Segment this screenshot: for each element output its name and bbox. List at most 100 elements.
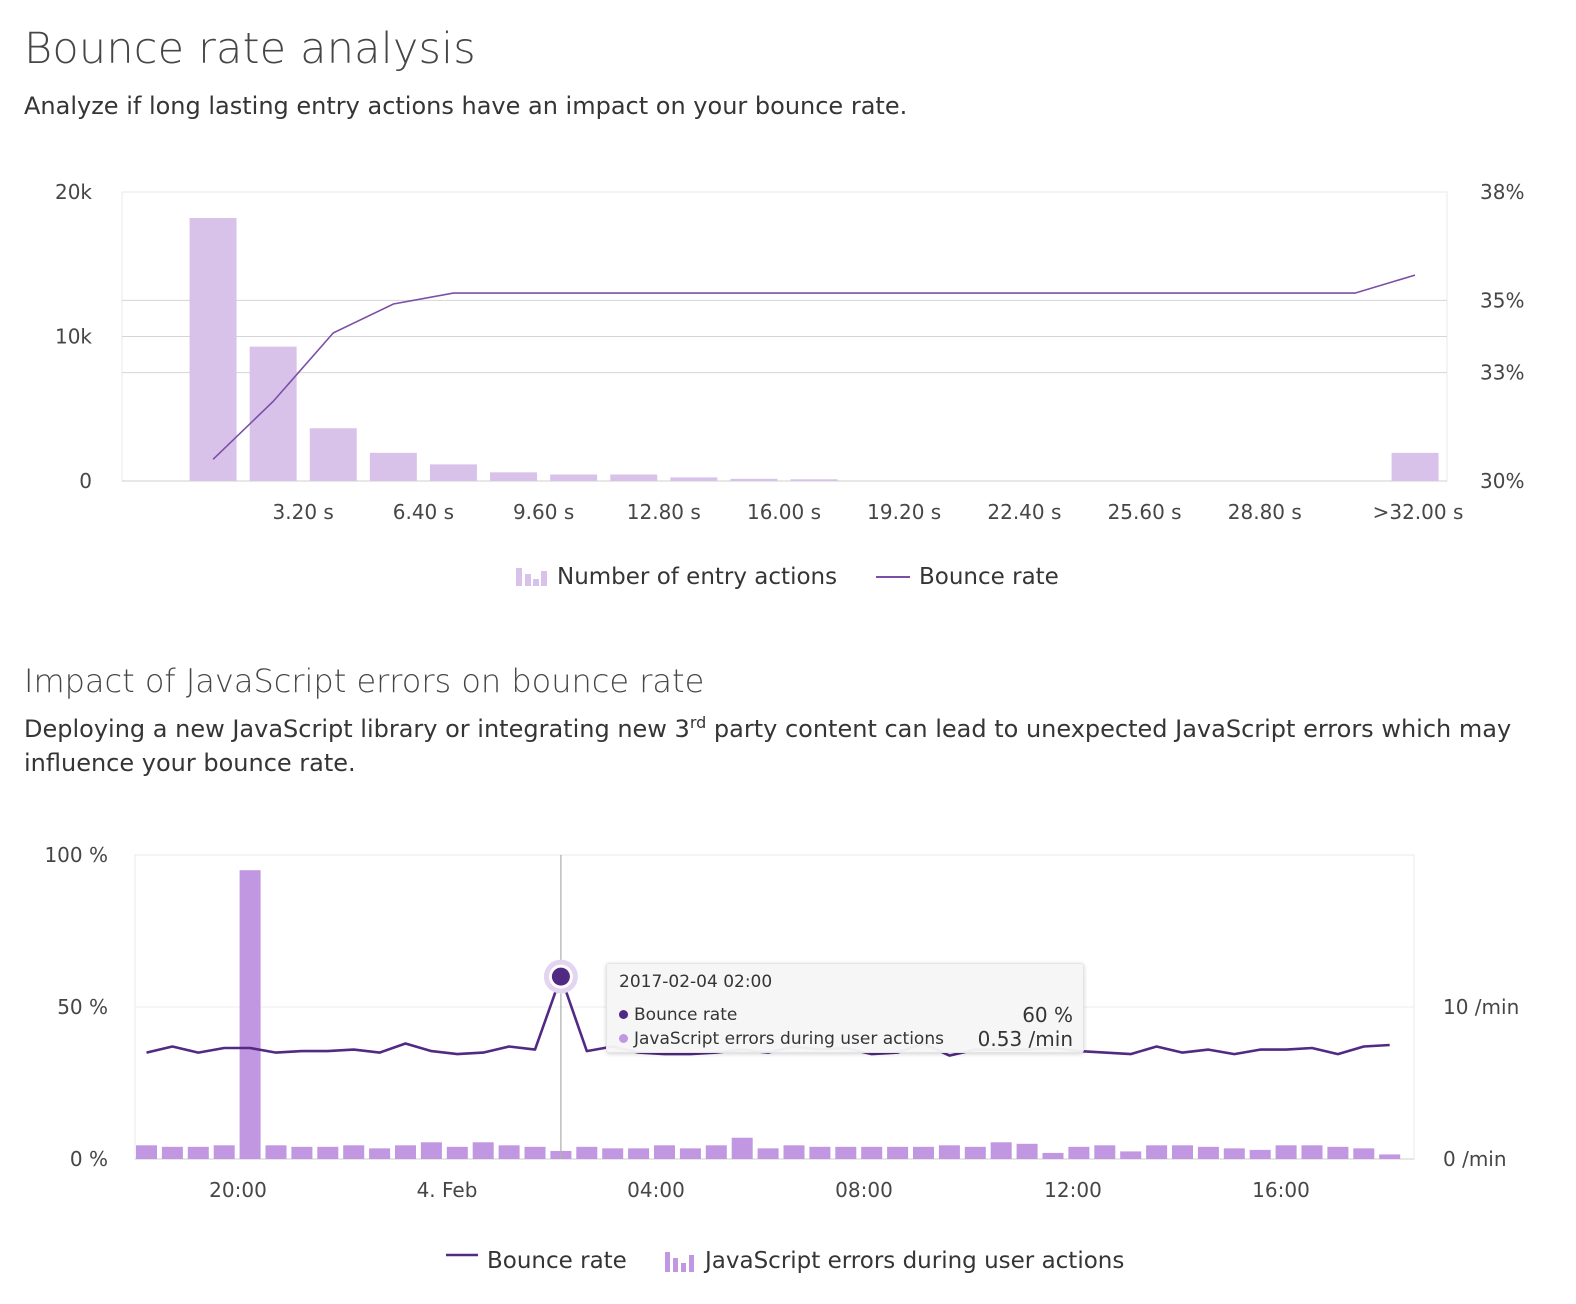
js-errors-bar	[213, 1145, 235, 1159]
js-errors-bar	[395, 1145, 416, 1159]
legend-label: Bounce rate	[919, 564, 1059, 590]
js-errors-bar	[1327, 1146, 1349, 1159]
js-errors-bar	[964, 1146, 986, 1159]
tooltip-row1-label: Bounce rate	[634, 1005, 738, 1025]
js-errors-bar	[1249, 1149, 1271, 1159]
entry-actions-bar	[550, 474, 598, 481]
x-tick-label: >32.00 s	[1373, 500, 1464, 524]
tooltip-row1-value: 60 %	[1022, 1003, 1073, 1027]
section-subtitle-part2: party content can lead to unexpected Jav…	[24, 715, 1512, 777]
entry-actions-bar	[429, 464, 477, 481]
y-right-tick-label: 30%	[1480, 469, 1524, 493]
js-errors-bar	[1197, 1146, 1219, 1159]
bounce-rate-histogram-chart: 0 10k 20k 30% 33% 35% 38% 3.20 s 6.40 s 9.60 s 12.…	[55, 180, 1524, 590]
js-errors-bar	[938, 1145, 960, 1159]
legend-label: Number of entry actions	[557, 564, 837, 590]
js-errors-bar	[498, 1145, 520, 1159]
x-tick-label: 12.80 s	[627, 500, 701, 524]
js-errors-bar	[861, 1146, 883, 1159]
x-tick-label: 12:00	[1044, 1178, 1102, 1202]
y-left-tick-label: 0	[79, 469, 92, 493]
x-tick-label: 25.60 s	[1108, 500, 1182, 524]
js-errors-bar	[136, 1145, 157, 1159]
tooltip-time: 2017-02-04 02:00	[619, 972, 773, 992]
bar-legend-icon	[541, 571, 547, 586]
tooltip-row-errors: JavaScript errors during user actions 0.…	[619, 1027, 1073, 1051]
js-errors-bounce-rate-chart: 0 % 50 % 100 % 0 /min 10 /min 20:00 4. Feb 04:0…	[44, 843, 1519, 1274]
js-errors-bar	[1068, 1146, 1090, 1159]
page-title: Bounce rate analysis	[24, 24, 476, 74]
js-errors-bar	[524, 1146, 546, 1159]
tooltip-dot-icon	[619, 1034, 628, 1043]
js-errors-bar	[835, 1146, 857, 1159]
js-errors-bar	[317, 1146, 339, 1159]
section-title: Impact of JavaScript errors on bounce ra…	[24, 662, 705, 700]
js-errors-bar	[1120, 1151, 1142, 1159]
js-errors-bar	[1353, 1148, 1375, 1159]
y-left-tick-label: 10k	[55, 325, 92, 349]
js-errors-bar	[602, 1148, 624, 1159]
js-errors-bar	[343, 1145, 365, 1159]
tooltip-row2-value: 0.53 /min	[977, 1027, 1073, 1051]
x-tick-label: 19.20 s	[867, 500, 941, 524]
js-errors-bar	[1016, 1143, 1038, 1159]
js-errors-bar	[369, 1148, 391, 1159]
js-errors-bar	[576, 1146, 598, 1159]
y-right-tick-label: 38%	[1480, 180, 1524, 204]
tooltip-dot-icon	[619, 1010, 628, 1019]
js-errors-bar	[1094, 1145, 1116, 1159]
x-tick-label: 4. Feb	[417, 1178, 478, 1202]
y-left-tick-label: 0 %	[70, 1147, 108, 1171]
js-errors-bar	[809, 1146, 831, 1159]
entry-actions-bar	[490, 472, 538, 481]
section-subtitle: Deploying a new JavaScript library or in…	[24, 712, 1554, 780]
js-errors-bar	[420, 1142, 442, 1159]
bar-legend-icon	[681, 1263, 686, 1272]
js-errors-bar	[654, 1145, 675, 1159]
bar-legend-icon	[525, 574, 531, 586]
bar-legend-icon	[533, 579, 539, 586]
js-errors-bar	[291, 1146, 313, 1159]
y-left-tick-label: 50 %	[57, 995, 108, 1019]
y-right-tick-label: 10 /min	[1443, 995, 1519, 1019]
entry-actions-bar	[249, 346, 297, 481]
entry-actions-bar	[610, 474, 658, 481]
entry-actions-bar	[790, 479, 838, 481]
y-left-tick-label: 100 %	[44, 843, 108, 867]
js-errors-bar	[1146, 1145, 1168, 1159]
js-errors-bar	[757, 1148, 779, 1159]
js-errors-bar	[783, 1145, 805, 1159]
entry-actions-bar	[730, 478, 778, 481]
x-tick-label: 22.40 s	[987, 500, 1061, 524]
chart-legend: Number of entry actions Bounce rate	[516, 564, 1059, 590]
x-tick-label: 6.40 s	[393, 500, 454, 524]
section-subtitle-sup: rd	[689, 713, 707, 732]
legend-label: Bounce rate	[487, 1248, 627, 1274]
js-errors-bar	[265, 1145, 287, 1159]
js-errors-bar	[446, 1146, 468, 1159]
js-errors-bar	[705, 1145, 727, 1159]
js-errors-bar	[472, 1142, 494, 1159]
js-errors-bar	[1379, 1154, 1401, 1159]
js-errors-bar	[913, 1146, 934, 1159]
js-errors-bar	[187, 1146, 209, 1159]
bar-legend-icon	[665, 1252, 670, 1272]
section-subtitle-part1: Deploying a new JavaScript library or in…	[24, 715, 690, 743]
js-errors-bar	[1301, 1145, 1323, 1159]
tooltip-row-bounce: Bounce rate 60 %	[619, 1003, 1073, 1027]
x-tick-label: 28.80 s	[1228, 500, 1302, 524]
y-left-tick-label: 20k	[55, 180, 92, 204]
bounce-rate-line	[212, 274, 1416, 460]
legend-label: JavaScript errors during user actions	[703, 1248, 1124, 1274]
y-right-tick-label: 33%	[1480, 361, 1524, 385]
chart-legend: Bounce rate JavaScript errors during user…	[446, 1248, 1124, 1274]
js-errors-bar	[679, 1148, 701, 1159]
y-right-tick-label: 0 /min	[1443, 1147, 1507, 1171]
js-errors-bar	[1223, 1148, 1245, 1159]
entry-actions-bar	[369, 452, 417, 481]
entry-actions-bar	[670, 477, 718, 481]
js-errors-bar	[887, 1146, 909, 1159]
x-tick-label: 04:00	[627, 1178, 685, 1202]
x-tick-label: 16:00	[1252, 1178, 1310, 1202]
x-tick-label: 20:00	[209, 1178, 267, 1202]
